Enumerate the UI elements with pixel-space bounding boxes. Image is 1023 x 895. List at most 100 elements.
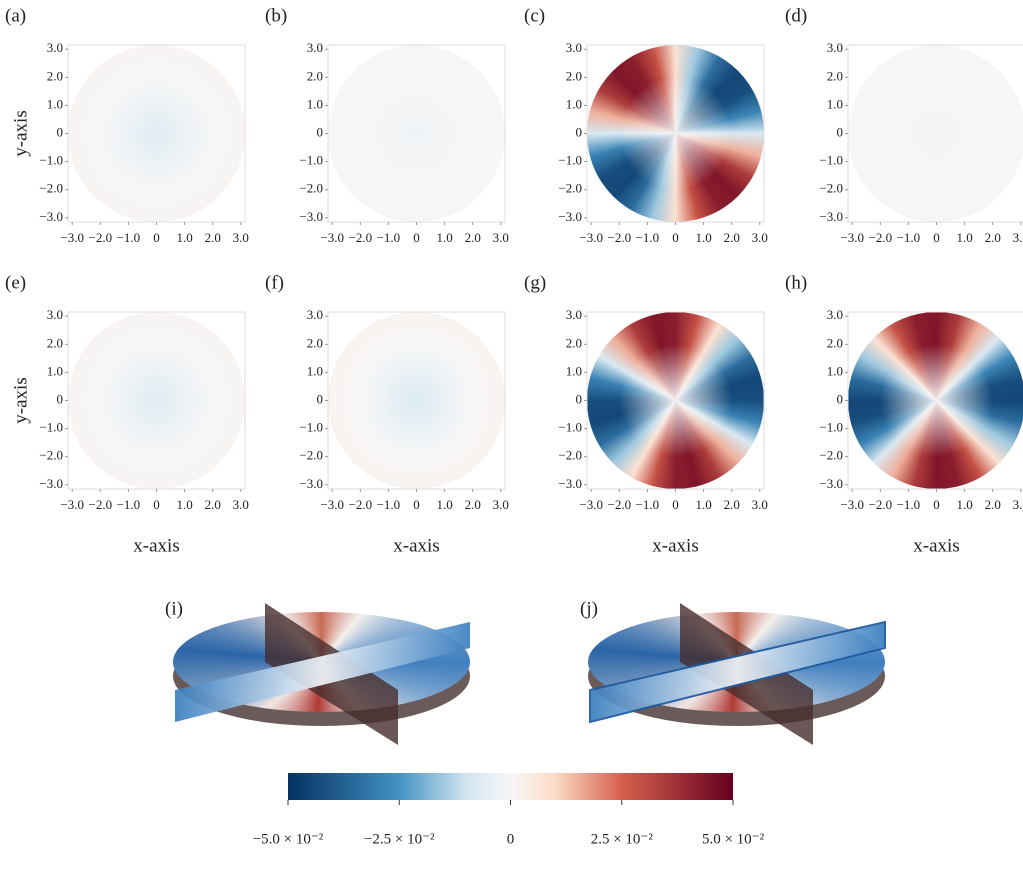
y-tick-label: −1.0: [558, 153, 582, 168]
x-tick-label: 2.0: [205, 497, 221, 512]
x-tick-label: 0: [672, 230, 679, 245]
panel-label: (h): [785, 272, 807, 293]
y-tick-label: 3.0: [47, 40, 63, 55]
colorbar-tick-label: 0: [507, 831, 515, 847]
x-tick-label: 0: [933, 497, 940, 512]
x-tick-label: −1.0: [636, 230, 660, 245]
y-tick-label: −3.0: [39, 476, 63, 491]
y-tick-label: 3.0: [307, 40, 323, 55]
y-tick-label: −1.0: [558, 420, 582, 435]
y-tick-label: 2.0: [307, 68, 323, 83]
y-tick-label: 3.0: [566, 307, 582, 322]
y-tick-label: −2.0: [558, 181, 582, 196]
x-tick-label: 3.0: [1013, 230, 1023, 245]
y-tick-label: −2.0: [819, 181, 843, 196]
heatmap: [328, 312, 505, 489]
heatmap: [68, 312, 245, 489]
x-tick-label: −1.0: [377, 497, 401, 512]
x-tick-label: −2.0: [869, 230, 893, 245]
x-tick-label: 0: [413, 230, 420, 245]
x-tick-label: 0: [153, 230, 160, 245]
panel-label: (j): [580, 598, 598, 619]
x-tick-label: 1.0: [695, 497, 711, 512]
y-tick-label: −3.0: [299, 476, 323, 491]
x-tick-label: −3.0: [579, 230, 603, 245]
axes-frame: [586, 311, 765, 490]
y-tick-label: −1.0: [819, 420, 843, 435]
y-tick-label: −3.0: [819, 476, 843, 491]
x-tick-label: 2.0: [465, 230, 481, 245]
y-tick-label: 3.0: [566, 40, 582, 55]
x-tick-label: 0: [153, 497, 160, 512]
x-tick-label: 1.0: [436, 497, 452, 512]
x-tick-label: 2.0: [205, 230, 221, 245]
x-tick-label: 1.0: [956, 230, 972, 245]
y-tick-label: 0: [837, 124, 844, 139]
x-axis-label: x-axis: [913, 535, 959, 556]
axes-frame: [586, 44, 765, 223]
plane: [589, 620, 886, 724]
x-tick-label: 1.0: [695, 230, 711, 245]
x-tick-label: 3.0: [233, 230, 249, 245]
x-tick-label: 2.0: [724, 230, 740, 245]
y-tick-label: 0: [837, 391, 844, 406]
y-tick-label: 1.0: [827, 96, 843, 111]
panel-label: (e): [5, 272, 26, 293]
x-tick-label: 2.0: [465, 497, 481, 512]
y-tick-label: 0: [317, 391, 324, 406]
panel-label: (i): [165, 598, 183, 619]
y-tick-label: 1.0: [307, 363, 323, 378]
x-tick-label: −3.0: [840, 230, 864, 245]
axes-frame: [327, 44, 506, 223]
y-tick-label: 3.0: [47, 307, 63, 322]
heatmap: [848, 312, 1023, 489]
heatmap: [328, 45, 505, 222]
panel-label: (c): [524, 5, 545, 26]
y-tick-label: −3.0: [819, 209, 843, 224]
x-tick-label: −2.0: [89, 230, 113, 245]
x-tick-label: 1.0: [176, 230, 192, 245]
y-tick-label: 2.0: [566, 335, 582, 350]
panel-label: (b): [265, 5, 287, 26]
y-tick-label: 0: [576, 391, 583, 406]
x-tick-label: 0: [933, 230, 940, 245]
x-tick-label: 3.0: [752, 230, 768, 245]
x-tick-label: −2.0: [349, 497, 373, 512]
y-tick-label: −1.0: [299, 153, 323, 168]
x-tick-label: −2.0: [349, 230, 373, 245]
x-tick-label: 1.0: [176, 497, 192, 512]
x-tick-label: 2.0: [724, 497, 740, 512]
y-axis-label: y-axis: [10, 110, 31, 156]
y-tick-label: 0: [57, 124, 64, 139]
axes-frame: [67, 311, 246, 490]
axes-frame: [67, 44, 246, 223]
x-tick-label: 3.0: [493, 230, 509, 245]
axes-frame: [327, 311, 506, 490]
x-tick-label: 1.0: [436, 230, 452, 245]
x-tick-label: −2.0: [608, 497, 632, 512]
x-tick-label: 0: [413, 497, 420, 512]
y-tick-label: 2.0: [827, 335, 843, 350]
x-tick-label: 1.0: [956, 497, 972, 512]
panel-label: (d): [785, 5, 807, 26]
x-axis-label: x-axis: [393, 535, 439, 556]
axes-frame: [847, 311, 1023, 490]
colorbar-tick-label: −5.0 × 10⁻²: [253, 831, 324, 847]
x-axis-label: x-axis: [652, 535, 698, 556]
y-tick-label: 1.0: [47, 363, 63, 378]
y-tick-label: 3.0: [827, 40, 843, 55]
x-tick-label: 2.0: [985, 497, 1001, 512]
y-tick-label: 1.0: [307, 96, 323, 111]
x-tick-label: −1.0: [897, 230, 921, 245]
x-tick-label: 3.0: [1013, 497, 1023, 512]
x-tick-label: −3.0: [579, 497, 603, 512]
x-tick-label: −1.0: [636, 497, 660, 512]
y-tick-label: −2.0: [558, 448, 582, 463]
y-tick-label: 2.0: [566, 68, 582, 83]
panel-label: (g): [524, 272, 546, 293]
y-tick-label: −2.0: [299, 448, 323, 463]
plane: [175, 622, 470, 722]
x-tick-label: 3.0: [493, 497, 509, 512]
y-tick-label: −3.0: [558, 209, 582, 224]
